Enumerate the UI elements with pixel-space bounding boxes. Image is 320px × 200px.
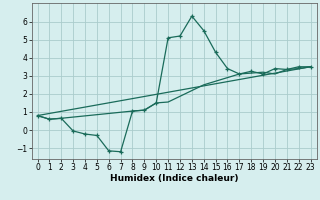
X-axis label: Humidex (Indice chaleur): Humidex (Indice chaleur) <box>110 174 238 183</box>
